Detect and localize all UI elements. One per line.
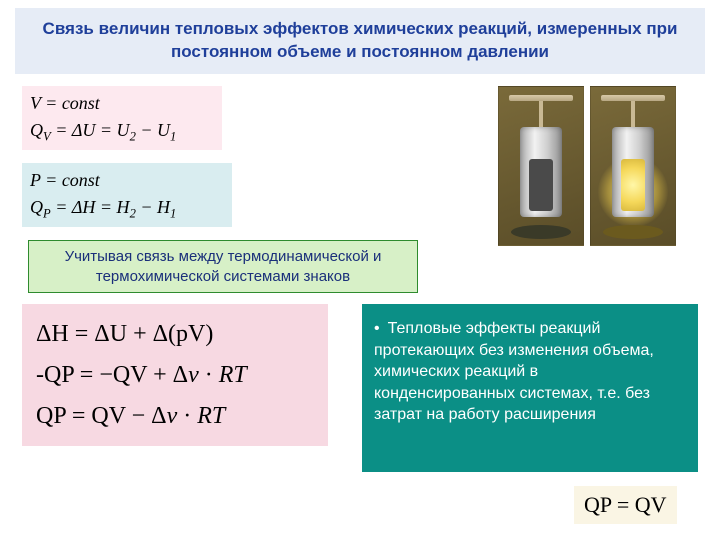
bullet-panel: Тепловые эффекты реакций протекающих без… bbox=[362, 304, 698, 472]
eq-main-line2: -QP = −QV + Δν · RT bbox=[36, 355, 314, 396]
calorimeter-off-icon bbox=[498, 86, 584, 246]
eq-v-const-line1: V = const bbox=[30, 90, 214, 117]
eq-qp-qv-text: QP = QV bbox=[584, 492, 667, 517]
note-text: Учитывая связь между термодинамической и… bbox=[65, 248, 382, 285]
bullet-item: Тепловые эффекты реакций протекающих без… bbox=[374, 318, 682, 426]
eq-main-line3: QP = QV − Δν · RT bbox=[36, 396, 314, 437]
equation-block-v-const: V = const QV = ΔU = U2 − U1 bbox=[22, 86, 222, 150]
eq-p-const-line2: QP = ΔH = H2 − H1 bbox=[30, 194, 224, 223]
calorimeter-illustration bbox=[498, 86, 676, 246]
equation-block-p-const: P = const QP = ΔH = H2 − H1 bbox=[22, 163, 232, 227]
eq-p-const-line1: P = const bbox=[30, 167, 224, 194]
slide-title: Связь величин тепловых эффектов химическ… bbox=[15, 8, 705, 74]
eq-main-line1: ΔH = ΔU + Δ(pV) bbox=[36, 314, 314, 355]
equation-block-main: ΔH = ΔU + Δ(pV) -QP = −QV + Δν · RT QP =… bbox=[22, 304, 328, 446]
equation-qp-equals-qv: QP = QV bbox=[574, 486, 677, 524]
eq-v-const-line2: QV = ΔU = U2 − U1 bbox=[30, 117, 214, 146]
note-box: Учитывая связь между термодинамической и… bbox=[28, 240, 418, 293]
slide-title-text: Связь величин тепловых эффектов химическ… bbox=[43, 19, 678, 61]
calorimeter-on-icon bbox=[590, 86, 676, 246]
